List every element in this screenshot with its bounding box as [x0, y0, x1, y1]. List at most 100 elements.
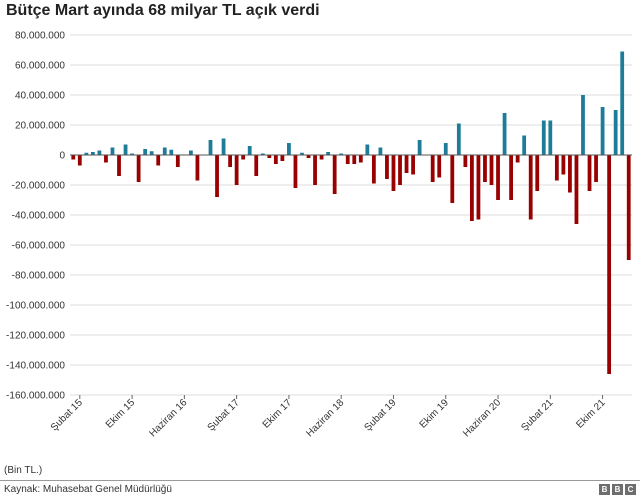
y-axis-ticks: 80.000.000 60.000.000 40.000.000 20.000.000…: [6, 31, 65, 402]
bar: [77, 155, 82, 166]
bar: [260, 153, 265, 155]
x-tick-label: Şubat 19: [363, 397, 399, 433]
chart-title: Bütçe Mart ayında 68 milyar TL açık verd…: [6, 2, 320, 19]
bar: [620, 51, 625, 155]
bar: [280, 155, 285, 161]
bar: [306, 155, 311, 158]
bar: [189, 150, 193, 155]
bar: [456, 123, 461, 155]
bar: [175, 155, 180, 167]
bar: [483, 155, 487, 182]
x-tick-label: Ekim 19: [418, 397, 452, 431]
bar: [254, 155, 259, 176]
bar: [430, 155, 435, 182]
bar: [345, 155, 350, 164]
bar: [84, 152, 89, 155]
x-tick-label: Şubat 15: [49, 397, 85, 433]
x-tick-label: Ekim 15: [104, 397, 138, 431]
bar: [228, 155, 232, 167]
bar: [626, 155, 631, 260]
bar: [208, 140, 213, 155]
bar: [581, 95, 585, 155]
x-tick-label: Haziran 16: [148, 397, 190, 439]
x-tick-label: Haziran 20: [461, 397, 503, 439]
bar: [273, 155, 278, 164]
x-tick-label: Ekim 17: [261, 397, 295, 431]
y-tick-label: -40.000.000: [12, 211, 66, 222]
bar: [548, 120, 553, 155]
bar: [241, 155, 246, 160]
bar: [437, 155, 442, 178]
bar: [293, 155, 298, 188]
bbc-logo-letter: B: [599, 484, 610, 495]
bar: [496, 155, 500, 200]
y-tick-label: -20.000.000: [12, 181, 66, 192]
bar: [470, 155, 474, 221]
bar: [247, 146, 252, 155]
bar: [574, 155, 579, 224]
bar: [476, 155, 481, 220]
y-tick-label: -140.000.000: [6, 361, 65, 372]
bbc-logo-letter: C: [625, 484, 636, 495]
bar: [221, 138, 226, 155]
bar: [385, 155, 389, 179]
y-tick-label: 20.000.000: [15, 121, 65, 132]
bar: [607, 155, 612, 374]
bar-chart: 80.000.000 60.000.000 40.000.000 20.000.000…: [6, 31, 632, 439]
bar: [378, 147, 383, 155]
y-tick-label: 60.000.000: [15, 61, 65, 72]
bar: [123, 144, 128, 155]
bar: [450, 155, 455, 203]
bbc-logo-letter: B: [612, 484, 623, 495]
bar: [90, 152, 95, 155]
footer-divider: [0, 480, 640, 481]
bar: [371, 155, 376, 184]
bar: [104, 155, 108, 163]
y-tick-label: -100.000.000: [6, 301, 65, 312]
y-tick-label: -60.000.000: [12, 241, 66, 252]
y-tick-label: 0: [59, 151, 65, 162]
bar: [515, 155, 520, 163]
bar: [594, 155, 598, 182]
bar: [313, 155, 317, 185]
bar: [136, 155, 141, 182]
bar: [502, 113, 507, 155]
bar: [332, 155, 337, 194]
bar: [287, 143, 291, 155]
bar: [195, 155, 200, 181]
bar: [169, 149, 174, 155]
unit-note: (Bin TL.): [4, 465, 43, 476]
bar: [522, 135, 527, 155]
bar: [319, 155, 324, 160]
bar: [110, 147, 115, 155]
bar: [568, 155, 572, 193]
bar: [326, 152, 331, 155]
bar: [358, 155, 363, 163]
x-tick-label: Ekim 21: [574, 397, 608, 431]
bar: [417, 140, 422, 155]
x-axis-ticks: Şubat 15 Ekim 15 Haziran 16 Şubat 17 Ekim 17…: [49, 395, 608, 439]
bar: [352, 155, 357, 164]
bar: [398, 155, 402, 185]
bar: [463, 155, 468, 167]
bar: [267, 155, 272, 158]
bar: [561, 155, 566, 175]
bar: [234, 155, 239, 185]
bar: [600, 107, 605, 155]
bar: [613, 110, 618, 155]
y-tick-label: -160.000.000: [6, 391, 65, 402]
source-note: Kaynak: Muhasebat Genel Müdürlüğü: [4, 484, 172, 495]
bar: [411, 155, 415, 175]
bar: [391, 155, 396, 191]
bar: [587, 155, 592, 191]
bbc-logo: B B C: [599, 484, 636, 495]
bar: [130, 153, 134, 155]
bar: [97, 150, 102, 155]
gridlines: [70, 34, 632, 396]
bar: [71, 155, 76, 160]
bar: [489, 155, 494, 185]
bar: [443, 143, 448, 155]
x-tick-label: Şubat 21: [519, 397, 555, 433]
bar: [156, 155, 161, 166]
bar: [535, 155, 540, 191]
